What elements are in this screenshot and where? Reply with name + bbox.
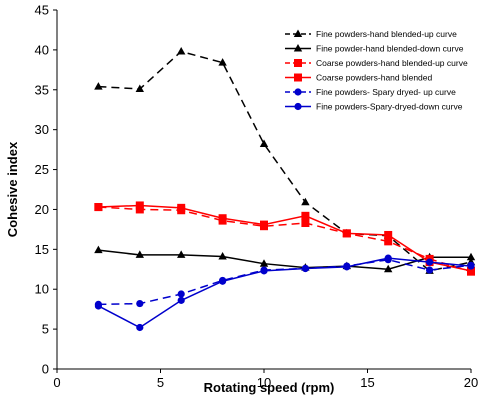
data-point-circle <box>343 263 351 271</box>
data-point-circle <box>260 267 268 275</box>
x-tick-label: 15 <box>360 375 374 390</box>
legend-label: Fine powders- Spary dryed- up curve <box>316 87 456 97</box>
legend-label: Fine powders-Spary-dryed-down curve <box>316 102 463 112</box>
data-point-square <box>467 266 475 275</box>
legend-label: Fine powders-hand blended-up curve <box>316 29 457 39</box>
data-point-circle <box>136 299 144 308</box>
data-point-circle <box>136 323 144 332</box>
y-tick-label: 20 <box>35 202 49 217</box>
x-tick-label: 0 <box>53 375 60 390</box>
data-point-circle <box>294 102 302 111</box>
data-point-circle <box>94 302 102 310</box>
y-axis-title: Cohesive index <box>5 141 20 237</box>
legend-label: Fine powder-hand blended-down curve <box>316 44 464 54</box>
series-2 <box>94 245 476 273</box>
data-point-square <box>218 214 227 223</box>
x-tick-label: 10 <box>257 375 271 390</box>
y-tick-label: 40 <box>35 42 49 57</box>
data-point-square <box>384 237 393 246</box>
data-point-square <box>94 203 103 212</box>
data-point-triangle <box>293 29 303 37</box>
data-point-circle <box>177 290 185 298</box>
data-point-circle <box>294 88 302 96</box>
legend-entry: Fine powders-Spary-dryed-down curve <box>285 102 463 112</box>
data-point-square <box>177 203 186 212</box>
data-point-circle <box>219 277 227 285</box>
legend-entry: Coarse powders-hand blended <box>285 73 433 83</box>
data-point-square <box>135 201 144 210</box>
data-point-triangle <box>466 252 476 261</box>
legend: Fine powders-hand blended-up curve Fine p… <box>285 29 468 112</box>
data-point-triangle <box>94 82 103 90</box>
y-tick-label: 30 <box>35 122 49 137</box>
y-tick-label: 45 <box>35 3 49 18</box>
y-tick-label: 35 <box>35 82 49 97</box>
series-6 <box>94 254 475 332</box>
data-point-triangle <box>301 197 310 206</box>
data-point-square <box>301 211 310 220</box>
data-point-triangle <box>135 84 144 92</box>
series-line <box>98 50 472 272</box>
data-point-circle <box>384 254 392 262</box>
data-point-triangle <box>259 259 269 267</box>
data-point-circle <box>301 264 309 273</box>
data-point-circle <box>426 258 434 266</box>
series-line <box>98 257 472 329</box>
x-tick-label: 20 <box>464 375 478 390</box>
data-point-square <box>294 59 302 67</box>
data-point-triangle <box>94 245 103 254</box>
legend-label: Coarse powders-hand blended <box>316 73 433 83</box>
data-point-circle <box>426 266 434 274</box>
data-point-circle <box>467 262 475 270</box>
series-5 <box>94 256 475 308</box>
series-line <box>98 249 471 271</box>
y-tick-label: 5 <box>42 322 49 337</box>
data-point-square <box>384 230 393 239</box>
x-axis-title: Rotating speed (rpm) <box>204 380 335 395</box>
data-point-triangle <box>135 250 144 258</box>
legend-entry: Fine powders-hand blended-up curve <box>285 29 457 39</box>
data-point-square <box>301 219 310 228</box>
data-point-triangle <box>218 252 227 260</box>
y-tick-label: 0 <box>42 362 49 377</box>
legend-entry: Coarse powders-hand blended-up curve <box>285 58 468 68</box>
series-layer <box>94 46 476 332</box>
x-tick-label: 5 <box>157 375 164 390</box>
data-point-triangle <box>259 139 269 148</box>
legend-label: Coarse powders-hand blended-up curve <box>316 58 468 68</box>
data-point-square <box>342 229 351 238</box>
data-point-triangle <box>384 264 393 273</box>
data-point-triangle <box>293 44 303 52</box>
legend-entry: Fine powders- Spary dryed- up curve <box>285 87 456 97</box>
series-line <box>98 204 472 272</box>
data-point-circle <box>177 296 185 304</box>
series-4 <box>94 201 475 275</box>
series-line <box>98 206 472 273</box>
axes: 0 5 10 15 20 25 30 35 40 45 0 5 10 15 20 <box>35 3 479 391</box>
y-tick-label: 25 <box>35 162 49 177</box>
data-point-square <box>260 220 268 229</box>
y-tick-label: 15 <box>35 242 49 257</box>
series-3 <box>94 203 475 276</box>
data-point-triangle <box>218 58 227 66</box>
data-point-triangle <box>177 250 186 258</box>
data-point-square <box>294 73 302 82</box>
y-tick-label: 10 <box>35 282 49 297</box>
legend-entry: Fine powder-hand blended-down curve <box>285 44 464 54</box>
series-line <box>98 258 472 306</box>
data-point-triangle <box>177 46 186 55</box>
